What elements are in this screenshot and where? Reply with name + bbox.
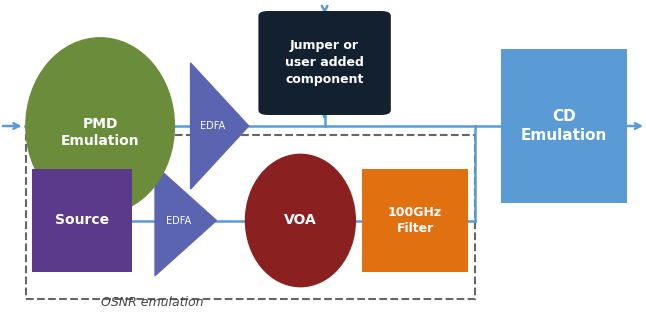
- Bar: [26, 135, 475, 299]
- Polygon shape: [191, 63, 249, 189]
- Text: PMD
Emulation: PMD Emulation: [61, 117, 140, 148]
- Text: 100GHz
Filter: 100GHz Filter: [388, 206, 442, 235]
- Text: Jumper or
user added
component: Jumper or user added component: [285, 39, 364, 87]
- Text: OSNR emulation: OSNR emulation: [101, 296, 203, 309]
- Text: VOA: VOA: [284, 214, 317, 227]
- FancyBboxPatch shape: [32, 169, 132, 272]
- Ellipse shape: [245, 154, 355, 287]
- FancyBboxPatch shape: [362, 169, 468, 272]
- FancyBboxPatch shape: [258, 11, 391, 115]
- Polygon shape: [155, 165, 216, 276]
- Ellipse shape: [26, 38, 174, 214]
- Text: CD
Emulation: CD Emulation: [521, 109, 607, 143]
- FancyBboxPatch shape: [501, 49, 627, 203]
- Text: Source: Source: [56, 214, 109, 227]
- Text: EDFA: EDFA: [200, 121, 225, 131]
- Text: EDFA: EDFA: [166, 215, 191, 226]
